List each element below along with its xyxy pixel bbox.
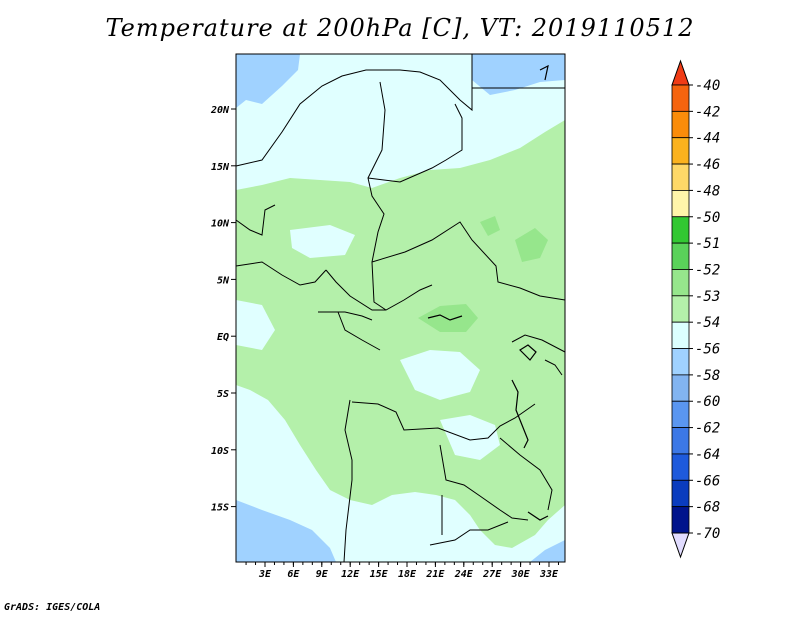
lon-tick-label: 24E (454, 569, 474, 580)
country-borders (235, 54, 566, 563)
lat-tick-label: 10S (211, 446, 229, 457)
warm-patch-ecentral (418, 304, 478, 332)
colorbar-bottom-arrow (671, 532, 690, 559)
lat-tick-label: 5S (217, 389, 229, 400)
colorbar-label: -60 (695, 394, 720, 410)
colorbar-label: -53 (695, 289, 720, 305)
colorbar-label: -44 (695, 131, 720, 147)
pale-patch-central (400, 350, 480, 400)
lon-tick-label: 12E (341, 569, 360, 580)
colorbar-swatch (671, 427, 690, 455)
colorbar-label: -48 (695, 183, 720, 199)
map-title: Temperature at 200hPa [C], VT: 201911051… (105, 14, 695, 42)
colorbar-label: -40 (695, 78, 720, 94)
colorbar-label: -42 (695, 104, 720, 120)
lat-tick-label: EQ (217, 332, 229, 343)
map-frame (235, 53, 566, 563)
pale-patch-west (236, 300, 275, 350)
lon-tick-label: 3E (258, 569, 272, 580)
colorbar-label: -66 (695, 473, 720, 489)
colorbar-swatch (671, 190, 690, 218)
colorbar-label: -62 (695, 421, 720, 437)
colorbar-swatch (671, 137, 690, 165)
lakes (427, 64, 549, 521)
latitude-axis: 20N 15N 10N 5N EQ 5S 10S 15S (210, 105, 236, 514)
warm-patch-east (515, 228, 548, 262)
colorbar-label: -54 (695, 315, 720, 331)
lon-tick-label: 27E (482, 569, 502, 580)
cold-patch-southeast (530, 540, 565, 562)
lon-tick-label: 15E (370, 569, 389, 580)
colorbar-swatch (671, 506, 690, 534)
warm-patch-northeast (480, 216, 500, 236)
colorbar: -40 -42 -44 -46 -48 -50 -51 -52 -53 -54 -56 -58 -60 -… (671, 59, 720, 559)
colorbar-swatch (671, 348, 690, 376)
cold-patch-northwest (236, 54, 300, 108)
colorbar-swatch (671, 163, 690, 191)
lat-tick-label: 20N (210, 105, 230, 116)
lon-tick-label: 6E (287, 569, 300, 580)
temperature-fields (236, 54, 565, 562)
longitude-axis: 3E 6E 9E 12E 15E 18E 21E 24E 27E 30E 33E (245, 562, 559, 580)
colorbar-swatch (671, 453, 690, 481)
colorbar-label: -70 (695, 526, 720, 542)
colorbar-swatch (671, 321, 690, 349)
pale-patch-south (440, 415, 500, 460)
lon-tick-label: 9E (316, 569, 329, 580)
lon-tick-label: 18E (398, 569, 417, 580)
grads-credit: GrADS: IGES/COLA (4, 602, 101, 613)
colorbar-swatch (671, 295, 690, 323)
lat-tick-label: 15N (211, 162, 230, 173)
colorbar-label: -51 (695, 236, 720, 252)
pale-patch-north (290, 225, 355, 258)
colorbar-swatch (671, 400, 690, 428)
colorbar-swatch (671, 242, 690, 270)
colorbar-label: -52 (695, 262, 720, 278)
lon-tick-label: 33E (539, 569, 559, 580)
colorbar-swatch (671, 269, 690, 297)
lat-tick-label: 5N (217, 275, 230, 286)
colorbar-label: -68 (695, 500, 720, 516)
cold-patch-northeast (472, 54, 565, 95)
colorbar-label: -46 (695, 157, 720, 173)
colorbar-swatch (671, 84, 690, 112)
colorbar-swatch (671, 479, 690, 508)
colorbar-label: -56 (695, 342, 720, 358)
lat-tick-label: 10N (211, 219, 230, 230)
colorbar-swatch (671, 374, 690, 402)
colorbar-label: -58 (695, 368, 720, 384)
lon-tick-label: 21E (425, 569, 445, 580)
colorbar-swatch (671, 216, 690, 244)
colorbar-label: -50 (695, 210, 720, 226)
lat-tick-label: 15S (211, 503, 229, 514)
colorbar-top-arrow (671, 59, 690, 86)
colorbar-label: -64 (695, 447, 720, 463)
lon-tick-label: 30E (511, 569, 531, 580)
colorbar-swatch (671, 110, 690, 139)
cold-patch-southwest (236, 500, 336, 562)
